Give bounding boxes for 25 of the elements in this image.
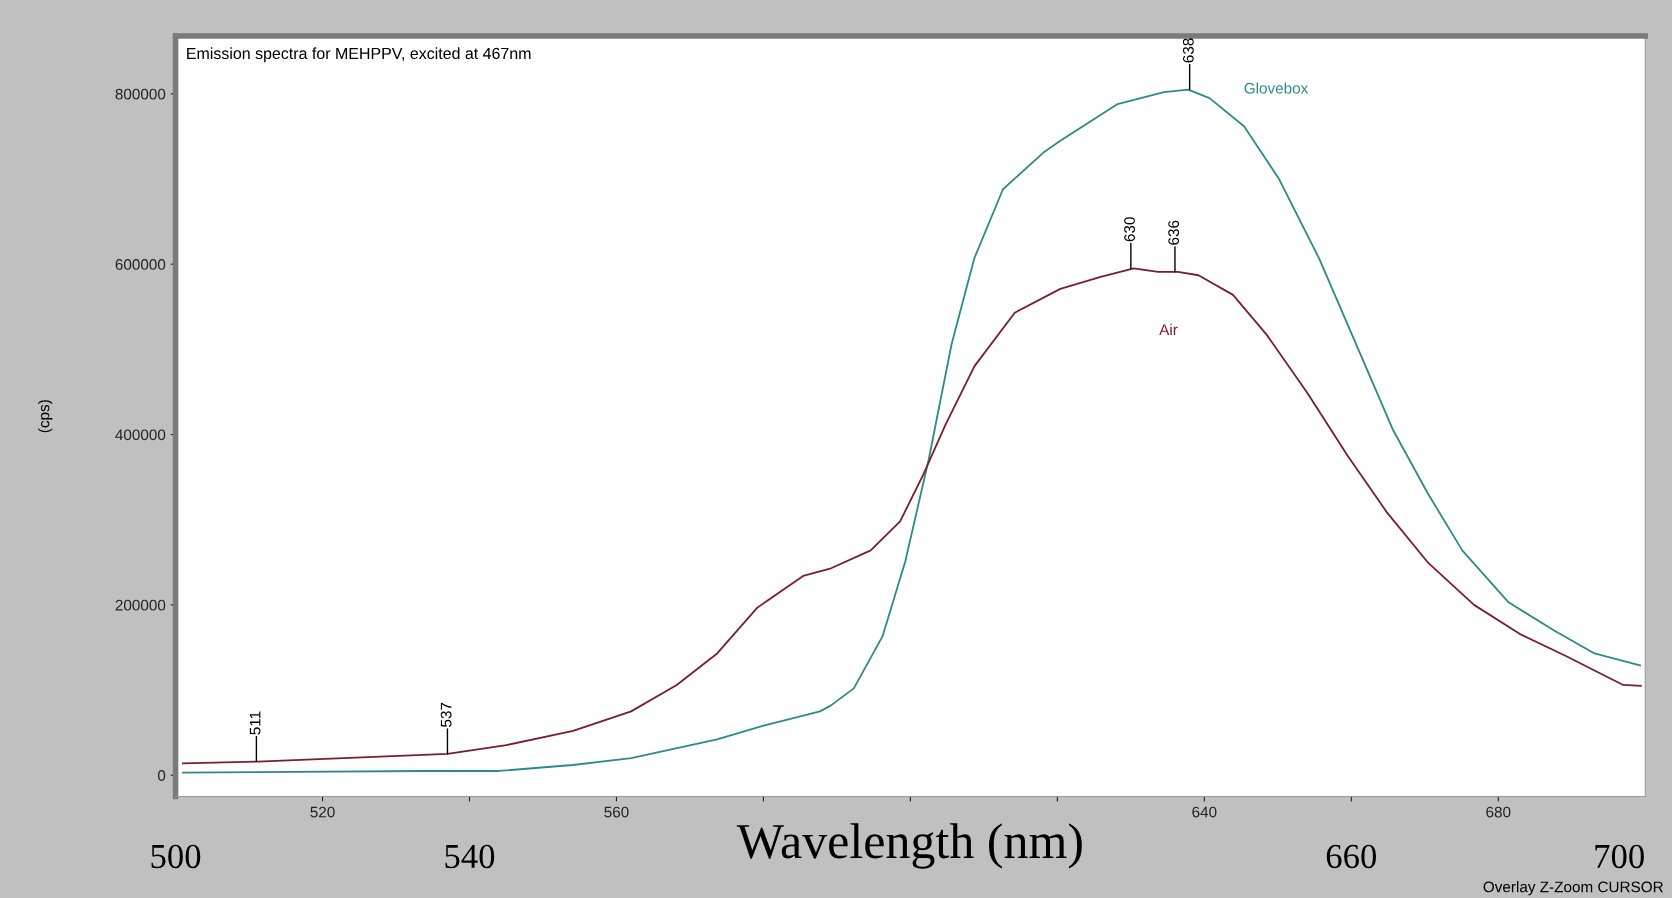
x-tick-label: 560 — [604, 806, 629, 818]
x2-tick-label: 500 — [151, 844, 201, 869]
annotation: 638 — [1182, 38, 1194, 63]
y-tick-label: 800000 — [115, 88, 166, 100]
annotation: 537 — [440, 702, 452, 727]
text: Overlay Z-Zoom CURSOR — [1483, 881, 1663, 896]
y-tick-label: 200000 — [115, 599, 166, 611]
line-series — [182, 267, 1642, 765]
y-tick-label: 400000 — [115, 429, 166, 441]
text: Air — [1159, 323, 1178, 335]
annotation: 511 — [249, 711, 261, 735]
y-tick-label: 0 — [157, 770, 166, 781]
x-tick-label: 640 — [1192, 806, 1217, 818]
text: Emission spectra for MEHPPV, excited at 467nm — [187, 47, 531, 63]
x2-tick-label: 540 — [445, 844, 495, 869]
annotation: 630 — [1124, 217, 1135, 242]
x-tick-label: 520 — [310, 806, 335, 818]
y-tick-label: 600000 — [115, 259, 166, 270]
x-tick-label: 680 — [1486, 806, 1511, 818]
annotation: 636 — [1168, 220, 1180, 245]
y-axis-title: (cps) — [38, 400, 53, 433]
x2-tick-label: 700 — [1595, 844, 1644, 869]
x2-axis-title: Wavelength (nm) — [736, 823, 1082, 869]
x2-tick-label: 660 — [1326, 844, 1377, 869]
series-label: Glovebox — [1244, 82, 1309, 94]
